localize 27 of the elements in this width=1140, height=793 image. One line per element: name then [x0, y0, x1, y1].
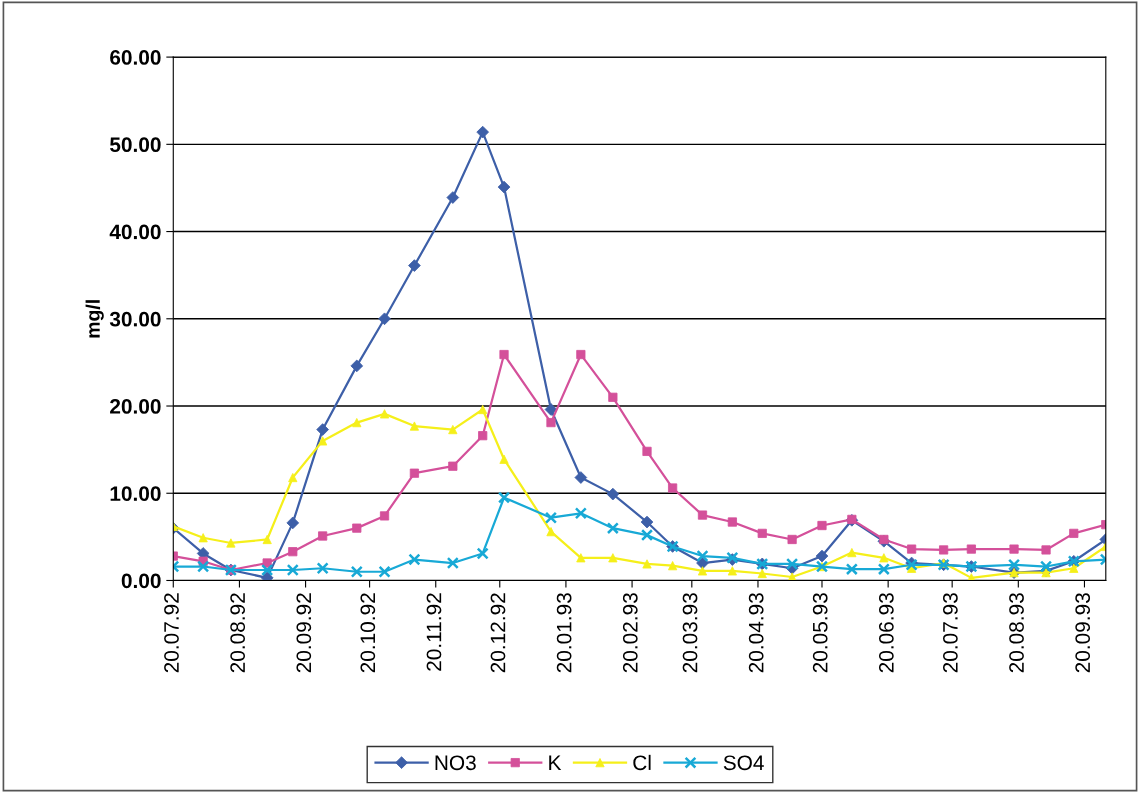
- x-tick-label: 20.05.93: [812, 593, 828, 673]
- legend-label: Cl: [633, 754, 651, 771]
- x-tick-label: 20.08.92: [230, 593, 246, 673]
- legend-label: SO4: [723, 755, 764, 771]
- x-tick-label: 20.03.93: [682, 593, 698, 673]
- x-tick-label: 20.04.93: [748, 593, 764, 673]
- x-tick-label: 20.06.93: [878, 593, 894, 673]
- y-tick-label: 0.00: [121, 573, 161, 589]
- x-tick-label: 20.12.92: [490, 593, 506, 673]
- x-tick-label: 20.08.93: [1009, 593, 1024, 673]
- x-tick-label: 20.11.92: [426, 593, 442, 671]
- x-tick-label: 20.02.93: [622, 593, 638, 673]
- y-tick-label: 60.00: [110, 50, 161, 65]
- x-tick-label: 20.07.93: [943, 593, 958, 673]
- x-tick-label: 20.07.92: [164, 593, 179, 673]
- x-tick-label: 20.09.92: [296, 593, 312, 673]
- y-axis-title: mg/l: [85, 300, 104, 338]
- x-tick-label: 20.10.92: [360, 593, 376, 673]
- x-tick-label: 20.01.93: [556, 593, 572, 673]
- y-tick-label: 40.00: [109, 224, 161, 240]
- legend-label: NO3: [435, 755, 476, 771]
- y-tick-label: 50.00: [109, 137, 161, 153]
- y-tick-label: 10.00: [110, 486, 161, 501]
- y-tick-label: 20.00: [110, 399, 161, 414]
- y-tick-label: 30.00: [109, 311, 161, 327]
- x-tick-label: 20.09.93: [1075, 593, 1091, 673]
- legend-label: K: [549, 755, 562, 770]
